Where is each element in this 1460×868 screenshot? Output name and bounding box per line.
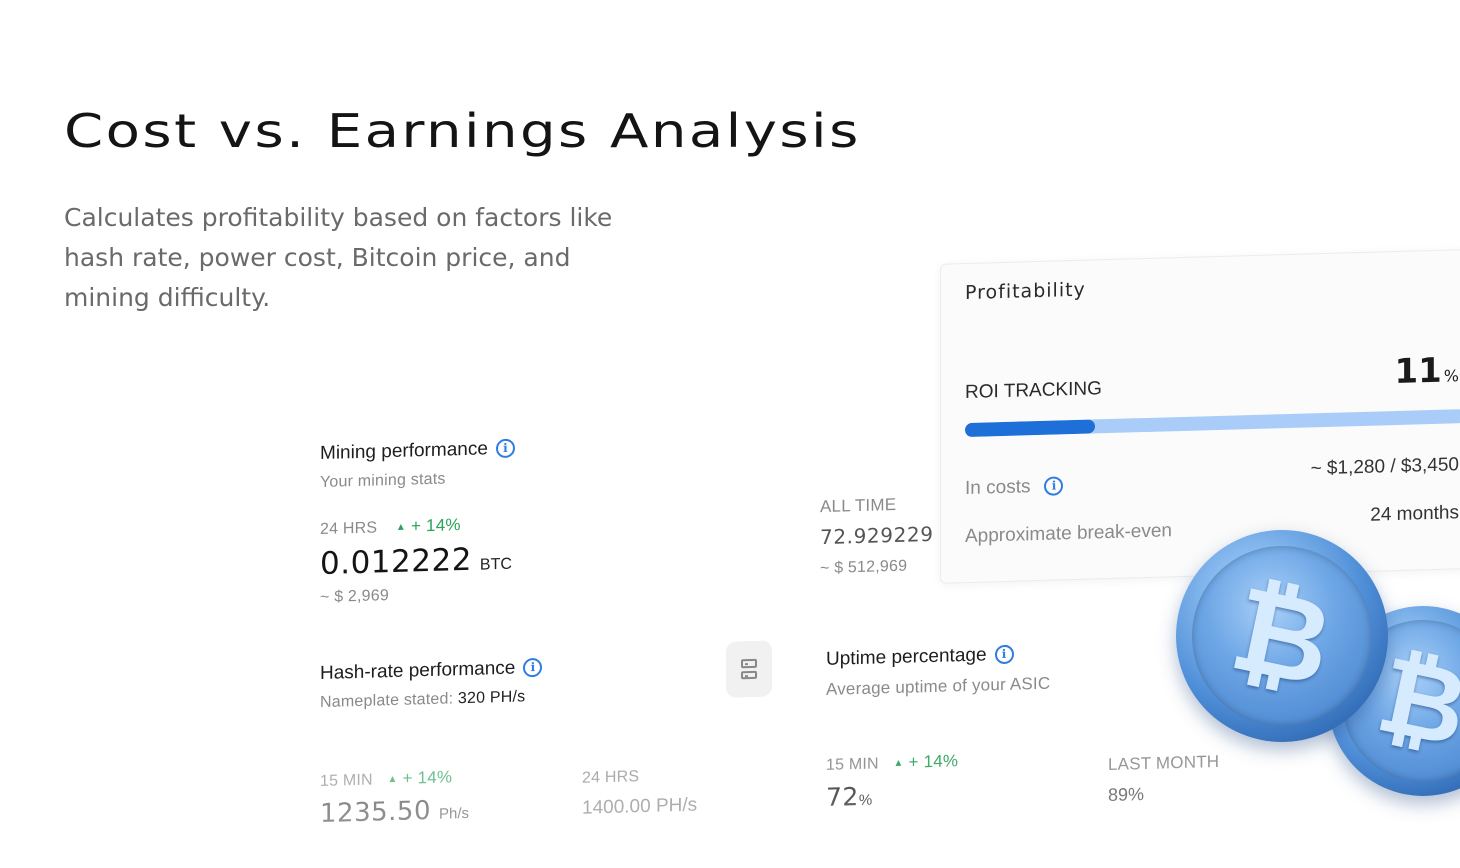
- roi-percent-value: 11: [1394, 350, 1442, 393]
- mining-unit: BTC: [479, 555, 512, 574]
- roi-percent-sign: %: [1443, 366, 1459, 386]
- page-title: Cost vs. Earnings Analysis: [64, 104, 861, 158]
- uptime-15m-row: 15 MIN ▲ + 14%: [826, 751, 958, 775]
- info-icon[interactable]: i: [495, 439, 515, 459]
- uptime-subtitle: Average uptime of your ASIC: [826, 673, 1051, 699]
- mining-24h-label: 24 HRS: [320, 519, 378, 539]
- costs-value: ~ $1,280 / $3,450: [1310, 454, 1459, 480]
- arrow-up-icon: ▲: [395, 521, 406, 533]
- mining-performance-title: Mining performance i: [320, 438, 515, 465]
- uptime-lastmonth-label: LAST MONTH: [1108, 751, 1220, 775]
- mining-24h-usd: ~ $ 2,969: [320, 587, 389, 607]
- bitcoin-coin-icon: ₿: [1175, 529, 1389, 743]
- arrow-up-icon: ▲: [387, 773, 398, 786]
- hashrate-24h-label: 24 HRS: [582, 768, 640, 787]
- uptime-title: Uptime percentage i: [826, 644, 1014, 671]
- info-icon[interactable]: i: [994, 645, 1014, 665]
- mining-alltime-usd: ~ $ 512,969: [820, 557, 908, 578]
- mining-24h-change: ▲ + 14%: [396, 515, 461, 536]
- hashrate-15m-row: 15 MIN ▲ + 14%: [320, 767, 452, 791]
- hashrate-nameplate: Nameplate stated: 320 PH/s: [320, 688, 525, 712]
- hashrate-15m-label: 15 MIN: [320, 771, 373, 791]
- roi-percent: 11%: [1394, 350, 1459, 392]
- profitability-title: Profitability: [965, 278, 1086, 305]
- uptime-15m-unit: %: [858, 791, 873, 810]
- info-icon[interactable]: i: [523, 658, 543, 678]
- hashrate-15m-unit: Ph/s: [439, 804, 470, 823]
- profitability-card: Profitability ROI TRACKING 11% In costs i…: [940, 248, 1460, 584]
- hashrate-15m-change: ▲ + 14%: [387, 767, 452, 788]
- uptime-15m-change-value: + 14%: [908, 751, 959, 772]
- mining-24h-value-row: 0.012222 BTC: [320, 541, 512, 582]
- info-icon[interactable]: i: [1044, 476, 1064, 497]
- hashrate-24h-value: 1400.00 PH/s: [582, 794, 698, 819]
- roi-tracking-label: ROI TRACKING: [965, 378, 1102, 404]
- uptime-15m-value: 72: [826, 782, 859, 812]
- uptime-15m-label: 15 MIN: [826, 755, 879, 774]
- costs-label: In costs: [965, 476, 1031, 500]
- mining-performance-label: Mining performance: [320, 438, 488, 465]
- mining-24h-value: 0.012222: [320, 541, 472, 583]
- mining-alltime-value: 72.929229: [820, 521, 934, 550]
- mining-24h-change-value: + 14%: [411, 515, 461, 536]
- break-even-label: Approximate break-even: [965, 520, 1172, 548]
- hashrate-nameplate-label: Nameplate stated:: [320, 690, 454, 712]
- server-view-button[interactable]: [726, 640, 772, 698]
- mining-24h-row: 24 HRS ▲ + 14%: [320, 515, 461, 539]
- uptime-label: Uptime percentage: [826, 644, 987, 670]
- mining-performance-subtitle: Your mining stats: [320, 470, 446, 492]
- hashrate-15m-change-value: + 14%: [402, 767, 453, 788]
- break-even-value: 24 months: [1370, 502, 1459, 526]
- costs-row-label: In costs i: [965, 475, 1064, 500]
- hashrate-performance-title: Hash-rate performance i: [320, 657, 543, 685]
- roi-progress-bar: [965, 409, 1460, 438]
- roi-progress-fill: [965, 419, 1095, 438]
- bitcoin-symbol-icon: ₿: [1175, 529, 1389, 743]
- hashrate-15m-value: 1235.50: [320, 795, 432, 830]
- arrow-up-icon: ▲: [893, 757, 904, 770]
- mining-alltime-label: ALL TIME: [820, 494, 897, 517]
- uptime-lastmonth-value: 89%: [1108, 784, 1145, 806]
- hashrate-nameplate-value: 320 PH/s: [457, 688, 526, 708]
- uptime-15m-change: ▲ + 14%: [893, 751, 958, 772]
- hashrate-15m-value-row: 1235.50 Ph/s: [320, 795, 469, 829]
- page-subtitle: Calculates profitability based on factor…: [64, 203, 613, 312]
- hashrate-performance-label: Hash-rate performance: [320, 657, 516, 685]
- server-icon: [741, 658, 757, 680]
- uptime-15m-value-row: 72%: [826, 782, 872, 812]
